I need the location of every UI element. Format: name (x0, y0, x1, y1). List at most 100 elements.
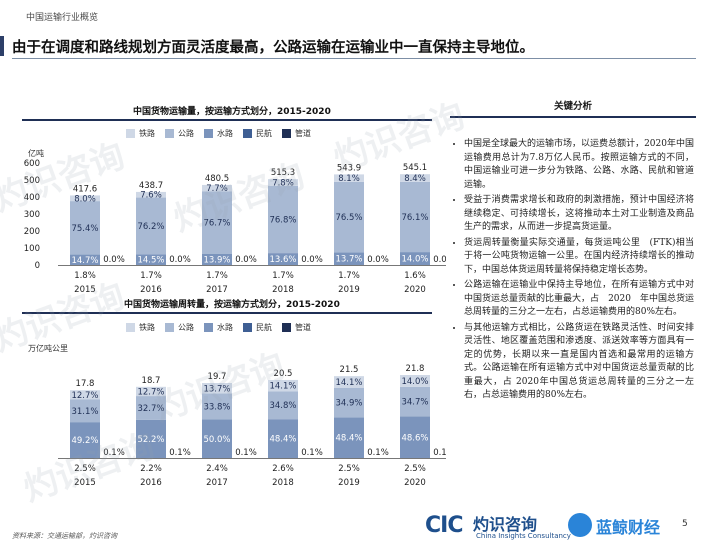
bar-segment (334, 174, 364, 182)
legend-label-pipeline: 管道 (295, 129, 311, 138)
whale-logo-icon (568, 513, 592, 537)
data-label: 76.5% (335, 213, 362, 223)
bar-segment (70, 422, 100, 458)
x-tick-label: 2017 (206, 478, 228, 488)
bar-segment (202, 419, 232, 458)
data-label: 8.0% (74, 194, 96, 204)
y-tick-label: 500 (24, 176, 40, 186)
chart2-title: 中国货物运输周转量，按运输方式划分，2015-2020 (124, 300, 340, 310)
analysis-bullet: 受益于消费需求增长和政府的刺激措施，预计中国经济将继续稳定、可持续增长，这将推动… (464, 194, 694, 235)
bar-segment (400, 375, 430, 387)
data-label: 0.0% (433, 255, 446, 265)
total-label: 480.5 (205, 174, 229, 184)
total-label: 17.8 (76, 379, 95, 389)
y-tick-label: 100 (24, 244, 40, 254)
chart1-title: 中国货物运输量，按运输方式划分，2015-2020 (133, 107, 331, 117)
bar-segment (268, 419, 298, 458)
data-label: 12.7% (137, 387, 164, 397)
legend-label-road: 公路 (178, 129, 194, 138)
legend-swatch-water (204, 129, 213, 138)
page-number: 5 (682, 519, 688, 529)
data-label: 14.1% (335, 378, 362, 388)
legend-label-water: 水路 (217, 129, 233, 138)
bar-segment (202, 393, 232, 420)
data-label: 0.1% (301, 448, 323, 458)
chart1-title-line (22, 119, 432, 121)
x-tick-label: 2017 (206, 285, 228, 295)
legend2-item-water: 水路 (204, 322, 233, 333)
source-note: 资料来源：交通运输部，灼识咨询 (12, 532, 117, 540)
bar-segment (202, 184, 232, 192)
data-label: 13.6% (269, 255, 296, 265)
legend-swatch-pipeline (282, 129, 291, 138)
headline-divider (12, 58, 696, 59)
data-label: 48.4% (335, 434, 362, 444)
legend-label-air: 民航 (256, 129, 272, 138)
x-tick-label: 2016 (140, 285, 162, 295)
bar-segment (400, 252, 430, 265)
chart1-unit: 亿吨 (28, 149, 44, 158)
legend2-label-air: 民航 (256, 323, 272, 332)
section-label: 中国运输行业概览 (26, 13, 99, 23)
bar-segment (136, 396, 166, 420)
y-tick-label: 400 (24, 193, 40, 203)
data-label: 0.1% (367, 448, 389, 458)
data-label: 14.0% (401, 377, 428, 387)
data-label: 8.4% (404, 174, 426, 184)
chart2-title-line (22, 312, 432, 314)
accent-bar (0, 36, 4, 56)
legend2-label-rail: 铁路 (139, 323, 155, 332)
legend2-swatch-water (204, 323, 213, 332)
data-label: 48.4% (269, 435, 296, 445)
data-label: 14.1% (269, 382, 296, 392)
x-tick-label: 2019 (338, 478, 360, 488)
data-label: 48.6% (401, 433, 428, 443)
total-label: 19.7 (208, 372, 227, 382)
cic-logo: CIC (425, 513, 463, 538)
data-label: 0.0% (301, 255, 323, 265)
legend2-swatch-pipeline (282, 323, 291, 332)
legend-item-road: 公路 (165, 128, 194, 139)
bar-segment (202, 382, 232, 394)
data-label: 12.7% (71, 391, 98, 401)
x-tick-label: 2020 (404, 285, 426, 295)
x-tick-label: 2018 (272, 478, 294, 488)
legend2-item-pipeline: 管道 (282, 322, 311, 333)
analysis-title-line (450, 116, 696, 118)
y-tick-label: 300 (24, 210, 40, 220)
legend2-item-rail: 铁路 (126, 322, 155, 333)
chart2-unit: 万亿吨公里 (28, 344, 68, 353)
data-label: 13.9% (203, 255, 230, 265)
data-label: 34.8% (269, 401, 296, 411)
analysis-bullet: 中国是全球最大的运输市场，以运费总额计，2020年中国运输费用总计为7.8万亿人… (464, 138, 694, 192)
x-tick-label: 2015 (74, 478, 96, 488)
analysis-bullet: 货运周转量衡量实际交通量，每货运吨公里 (FTK)相当于将一公吨货物运输一公里。… (464, 237, 694, 278)
total-label: 515.3 (271, 168, 295, 178)
total-label: 417.6 (73, 184, 97, 194)
data-label: 1.7% (272, 271, 294, 281)
data-label: 1.7% (206, 271, 228, 281)
data-label: 0.1% (433, 448, 446, 458)
data-label: 1.6% (404, 271, 426, 281)
data-label: 0.0% (235, 255, 257, 265)
bar-segment (268, 179, 298, 186)
bar-segment (268, 379, 298, 392)
analysis-title: 关键分析 (553, 101, 592, 112)
data-label: 7.6% (140, 191, 162, 201)
bar-segment (136, 191, 166, 198)
legend2-swatch-rail (126, 323, 135, 332)
total-label: 545.1 (403, 163, 427, 173)
cic-logo-english: China Insights Consultancy (476, 532, 571, 540)
data-label: 2.5% (74, 464, 96, 474)
data-label: 76.2% (137, 222, 164, 232)
bar-segment (334, 417, 364, 458)
chart1-legend: 铁路 公路 水路 民航 管道 (126, 128, 311, 139)
chart2-legend: 铁路 公路 水路 民航 管道 (126, 322, 311, 333)
data-label: 2.5% (338, 464, 360, 474)
legend2-label-pipeline: 管道 (295, 323, 311, 332)
data-label: 2.2% (140, 464, 162, 474)
legend2-label-road: 公路 (178, 323, 194, 332)
data-label: 0.1% (235, 448, 257, 458)
legend-swatch-air (243, 129, 252, 138)
bar-segment (400, 174, 430, 182)
